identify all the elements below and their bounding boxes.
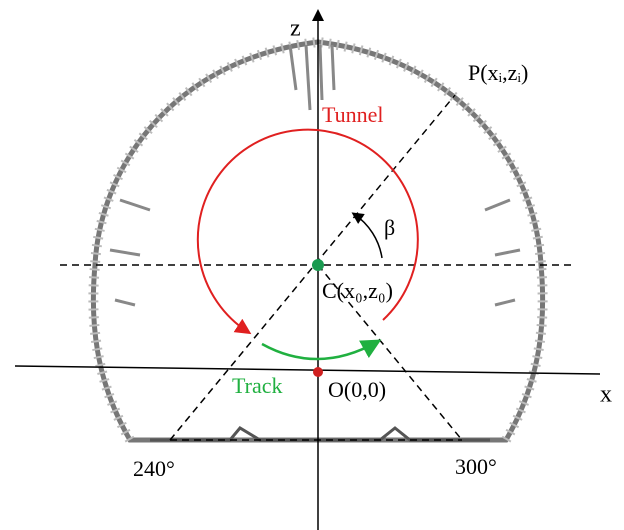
beta-arc (354, 214, 382, 258)
tunnel-label: Tunnel (322, 102, 384, 127)
center-label: C(x₀,z₀) (322, 278, 393, 303)
origin-point (313, 367, 323, 377)
origin-label: O(0,0) (328, 377, 386, 402)
angle-240-label: 240° (133, 456, 175, 481)
p-label: P(xᵢ,zᵢ) (468, 60, 528, 85)
track-arc (262, 342, 377, 359)
x-label: x (600, 382, 612, 408)
diagram: z x P(xᵢ,zᵢ) Tunnel β C(x₀,z₀) Track O(0… (0, 0, 624, 530)
beta-label: β (384, 215, 395, 240)
page: {"labels": { "z_axis": "z", "x_axis": "x… (0, 0, 624, 530)
angle-300-label: 300° (455, 454, 497, 479)
track-label: Track (232, 373, 283, 398)
center-point (312, 259, 324, 271)
z-label: z (290, 16, 301, 42)
